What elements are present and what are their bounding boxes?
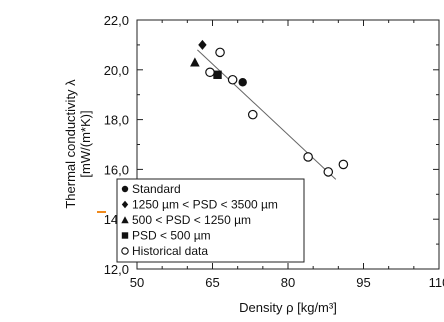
x-tick-label: 65: [205, 275, 219, 290]
x-axis-title: Density ρ [kg/m³]: [239, 300, 337, 315]
x-tick-label: 50: [130, 275, 144, 290]
data-point: [303, 152, 313, 162]
legend-marker: [121, 185, 129, 193]
legend-label: Historical data: [132, 244, 208, 258]
legend-box: [116, 178, 305, 263]
data-point: [213, 70, 222, 79]
axis-ticks: 5065809511012,014,016,018,020,022,0: [104, 13, 444, 290]
legend-label: 500 < PSD < 1250 µm: [132, 213, 251, 227]
y-tick-label: 20,0: [104, 63, 129, 78]
legend-label: PSD < 500 µm: [132, 229, 211, 243]
legend-label: Standard: [132, 182, 181, 196]
data-point: [215, 47, 225, 58]
data-point: [338, 159, 349, 170]
data-point: [247, 109, 258, 120]
y-axis-title-line2: [mW/(m*K)]: [78, 110, 93, 177]
data-point: [198, 39, 207, 50]
legend-marker: [121, 247, 129, 255]
y-tick-label: 22,0: [104, 13, 129, 28]
data-point: [323, 167, 334, 177]
data-point: [227, 74, 238, 85]
y-tick-label: 12,0: [104, 262, 129, 277]
legend-marker: [121, 216, 129, 224]
y-axis-title-line1: Thermal conductivity λ: [63, 79, 78, 209]
accent-mark: [97, 211, 106, 213]
data-point: [238, 78, 247, 87]
legend-marker: [121, 232, 129, 239]
data-points: [190, 39, 349, 177]
y-tick-label: 16,0: [104, 162, 129, 177]
data-point: [205, 67, 215, 78]
x-tick-label: 95: [356, 275, 370, 290]
data-point: [190, 57, 200, 67]
legend-marker: [121, 200, 129, 209]
legend-label: 1250 µm < PSD < 3500 µm: [132, 198, 278, 212]
y-tick-label: 18,0: [104, 113, 129, 128]
x-tick-label: 110: [429, 275, 444, 290]
x-tick-label: 80: [281, 275, 295, 290]
